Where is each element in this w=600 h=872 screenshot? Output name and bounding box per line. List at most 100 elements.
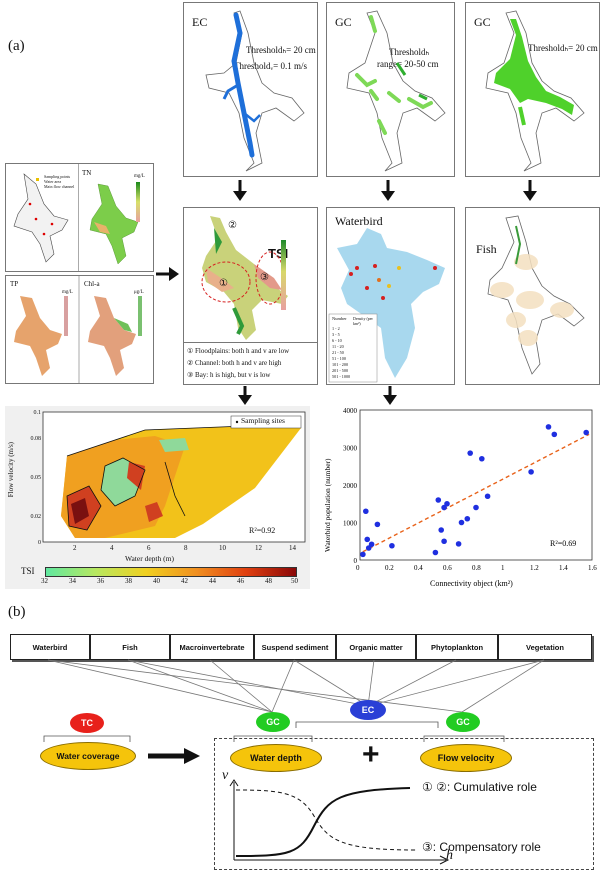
mark-floodplain: ① xyxy=(219,278,228,289)
scatter-xtick: 0.2 xyxy=(385,564,394,572)
cumulative-role: ① ②: Cumulative role xyxy=(422,780,537,794)
tc-node: TC xyxy=(70,713,104,733)
scatter-xtick: 0.6 xyxy=(443,564,452,572)
scatter-point xyxy=(583,429,589,436)
category-macroinvertebrate: Macroinvertebrate xyxy=(170,634,254,660)
sampling-map: Sampling points Water area Main flow cha… xyxy=(6,164,79,271)
scatter-point xyxy=(455,541,462,547)
scatter-xtick: 0.4 xyxy=(414,564,423,572)
plus-sign: + xyxy=(362,738,380,771)
tp-chla-lake-maps xyxy=(14,276,142,383)
ec-node: EC xyxy=(350,700,386,720)
legend-water: Water area xyxy=(44,179,62,184)
role-curve-chart xyxy=(229,779,450,865)
gc-lake-map xyxy=(485,10,585,172)
legend-row: 51 - 100 xyxy=(332,356,346,361)
scatter-point xyxy=(432,549,439,556)
arrow-down-tsi xyxy=(238,386,252,405)
tn-unit: mg/L xyxy=(134,174,145,179)
gc-node-right: GC xyxy=(446,712,480,732)
cb-tick: 32 xyxy=(41,577,48,585)
scatter-r2: R²=0.69 xyxy=(550,539,576,548)
legend-row: 21 - 50 xyxy=(332,350,344,355)
scatter-point xyxy=(551,431,558,438)
cb-tick: 48 xyxy=(265,577,272,585)
arrow-down-waterbird xyxy=(383,386,397,405)
ytick: 0.05 xyxy=(30,475,42,481)
tp-unit: mg/L xyxy=(62,290,73,295)
legend-row: 201 - 500 xyxy=(332,368,349,373)
category-fish: Fish xyxy=(90,634,170,660)
legend-sampling: Sampling points xyxy=(44,174,71,179)
contour-plot-panel: Sampling sites R²=0.92 Flow velocity (m/… xyxy=(5,406,310,589)
xtick: 6 xyxy=(147,544,151,552)
cb-tick: 34 xyxy=(69,577,76,585)
scatter-xtick: 1.4 xyxy=(559,564,568,572)
scatter-point xyxy=(464,515,471,522)
scatter-point xyxy=(363,508,369,515)
colorbar xyxy=(45,567,297,577)
category-waterbird: Waterbird xyxy=(10,634,90,660)
gc-map-panel: GC Thresholdₕ= 20 cm xyxy=(465,2,600,177)
xtick: 14 xyxy=(289,544,296,552)
ec-threshold-h: Thresholdₕ= 20 cm xyxy=(246,45,316,55)
scatter-xlabel: Connectivity object (km²) xyxy=(430,579,513,588)
legend-row: 6 - 10 xyxy=(332,338,342,343)
gc-range-map-title: GC xyxy=(335,15,352,29)
xtick: 10 xyxy=(219,544,226,552)
scatter-point xyxy=(479,455,485,462)
scatter-point xyxy=(364,536,371,543)
cb-tick: 36 xyxy=(97,577,104,585)
tsi-legend-3: ③ Bay: h is high, but v is low xyxy=(187,371,271,379)
scatter-point xyxy=(467,450,473,456)
scatter-xtick: 1.6 xyxy=(588,564,597,572)
fish-map-title: Fish xyxy=(476,242,497,256)
colorbar-label: TSI xyxy=(21,566,35,576)
category-organic-matter: Organic matter xyxy=(336,634,416,660)
scatter-ytick: 3000 xyxy=(343,445,358,453)
part-b-label: (b) xyxy=(8,604,26,620)
legend-row: 501 - 1000 xyxy=(332,374,351,379)
contour-r2: R²=0.92 xyxy=(249,526,276,535)
part-a-label: (a) xyxy=(8,38,25,54)
scatter-point xyxy=(438,527,444,533)
gc-range-map-panel: GC Thresholdₕ range= 20-50 cm xyxy=(326,2,455,177)
v-axis-label: v xyxy=(222,768,229,783)
scatter-point xyxy=(441,538,447,545)
cb-tick: 42 xyxy=(181,577,188,585)
ytick: 0.08 xyxy=(30,436,42,442)
gc-range-lake-map xyxy=(346,10,446,172)
legend-row: 11 - 20 xyxy=(332,344,344,349)
contour-xlabel: Water depth (m) xyxy=(125,554,174,563)
legend-row: 1 - 2 xyxy=(332,326,340,331)
h-axis-label: h xyxy=(446,848,453,863)
xtick: 12 xyxy=(255,544,262,552)
tn-lake-map xyxy=(89,182,140,265)
water-coverage-node: Water coverage xyxy=(40,742,136,770)
legend-row: 101 - 200 xyxy=(332,362,349,367)
scatter-xtick: 1 xyxy=(501,564,505,572)
waterbird-legend-title2: Density (per km²) xyxy=(353,316,373,326)
mark-channel: ② xyxy=(228,220,237,231)
fish-lake-map xyxy=(487,215,585,375)
scatter-point xyxy=(368,541,375,548)
scatter-point xyxy=(444,500,450,507)
contour-ylabel: Flow velocity (m/s) xyxy=(7,442,15,498)
scatter-frame xyxy=(359,409,593,561)
arrow-right-to-tsi xyxy=(156,267,179,281)
tn-map-panel: Sampling points Water area Main flow cha… xyxy=(5,163,154,272)
ec-threshold-v: Thresholdᵥ= 0.1 m/s xyxy=(234,61,307,71)
contour-xticks: 2 4 6 8 10 12 14 xyxy=(43,544,305,554)
tsi-lake-map xyxy=(201,216,288,340)
scatter-xtick: 1.2 xyxy=(530,564,539,572)
ec-lake-map xyxy=(205,10,305,172)
gc-threshold-label: Thresholdₕ xyxy=(389,47,430,57)
scatter-point xyxy=(545,424,552,430)
tn-label: TN xyxy=(82,169,92,177)
waterbird-legend-rows: 1 - 2 3 - 5 6 - 10 11 - 20 21 - 50 51 - … xyxy=(332,326,376,380)
gc-threshold: Thresholdₕ= 20 cm xyxy=(528,43,598,53)
category-vegetation: Vegetation xyxy=(498,634,592,660)
xtick: 8 xyxy=(184,544,188,552)
cb-tick: 46 xyxy=(237,577,244,585)
waterbird-lake-map xyxy=(328,228,445,383)
